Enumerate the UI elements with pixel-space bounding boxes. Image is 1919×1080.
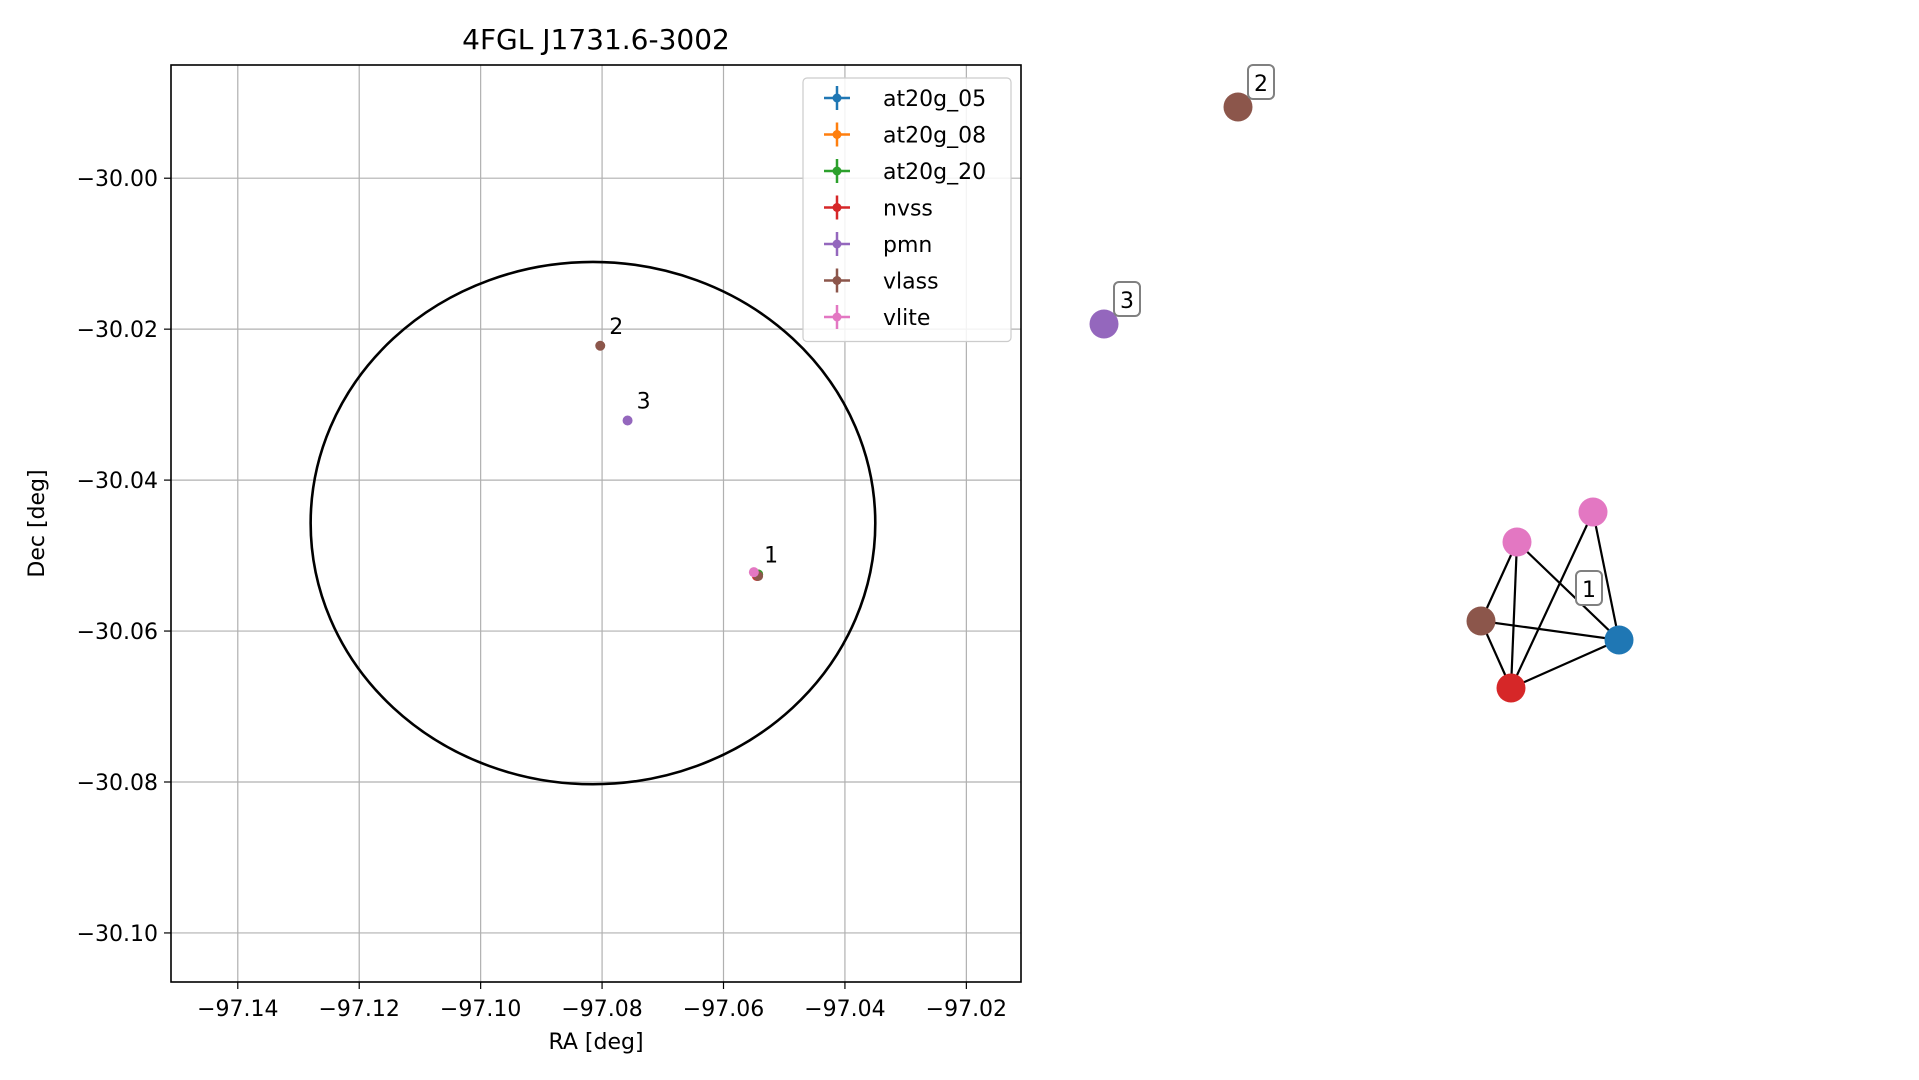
localization-ellipse: [309, 260, 877, 786]
legend-marker-dot: [832, 203, 842, 212]
legend-marker-dot: [832, 166, 842, 176]
graph-label-box: [1575, 570, 1603, 606]
legend-label: at20g_20: [883, 160, 986, 185]
graph-label: 3: [1120, 289, 1134, 314]
graph-edge: [1509, 541, 1519, 689]
legend-label: nvss: [883, 197, 933, 222]
legend-label: at20g_05: [883, 87, 986, 112]
graph-node: [1089, 309, 1119, 339]
graph-label-box: [1247, 64, 1275, 100]
legend-marker-dot: [832, 276, 842, 285]
x-tick-label: −97.04: [804, 997, 885, 1022]
source-points: [595, 340, 764, 581]
crossmatch-graph: 1 2 3: [1089, 64, 1634, 703]
graph-label: 1: [1582, 578, 1596, 603]
chart-title: 4FGL J1731.6-3002: [462, 23, 730, 56]
graph-node: [1578, 497, 1608, 527]
x-tick-label: −97.06: [683, 997, 764, 1022]
axes-frame: [170, 64, 1022, 983]
x-tick-label: −97.14: [197, 997, 278, 1022]
point-annotation: 2: [609, 315, 623, 340]
graph-node: [1502, 527, 1532, 557]
x-tick-label: −97.02: [926, 997, 1007, 1022]
graph-edge: [1510, 511, 1594, 689]
graph-node: [1604, 625, 1634, 655]
y-tick-label: −30.08: [77, 771, 158, 796]
y-tick-label: −30.04: [77, 469, 158, 494]
graph-edge: [1480, 619, 1620, 642]
graph-node: [1466, 606, 1496, 636]
point-annotation: 3: [637, 389, 651, 414]
x-tick-label: −97.08: [561, 997, 642, 1022]
x-tick-label: −97.10: [440, 997, 521, 1022]
legend-marker-dot: [832, 93, 842, 103]
y-tick-label: −30.06: [77, 620, 158, 645]
point-annotation: 1: [764, 543, 778, 568]
y-tick-label: −30.10: [77, 922, 158, 947]
localization-ellipse-group: [309, 260, 877, 786]
legend-marker-dot: [832, 239, 842, 249]
graph-node: [1223, 92, 1253, 122]
legend-label: at20g_08: [883, 124, 986, 149]
y-tick-label: −30.00: [77, 167, 158, 192]
graph-edge: [1510, 638, 1620, 690]
y-axis-title: Dec [deg]: [25, 469, 50, 577]
legend-label: vlite: [883, 306, 930, 331]
legend-box: [802, 77, 1012, 343]
axis-ticks: −97.14 −97.12 −97.10 −97.08 −97.06 −97.04 −97.…: [77, 167, 1007, 1022]
legend-label: pmn: [883, 233, 932, 258]
source-point-pmn: [622, 415, 633, 426]
source-point-vlite: [748, 567, 759, 578]
legend-marker-dot: [832, 312, 842, 322]
legend-label: vlass: [883, 270, 939, 295]
y-tick-label: −30.02: [77, 318, 158, 343]
point-annotations: 1 2 3: [609, 315, 778, 569]
graph-node: [1496, 673, 1526, 703]
source-point-vlass: [595, 340, 606, 351]
legend-marker-dot: [832, 130, 842, 139]
x-tick-label: −97.12: [319, 997, 400, 1022]
graph-edge: [1516, 541, 1620, 641]
graph-label-box: [1113, 281, 1141, 317]
graph-label: 2: [1254, 72, 1268, 97]
x-axis-title: RA [deg]: [548, 1030, 643, 1055]
graph-edge: [1591, 511, 1621, 641]
